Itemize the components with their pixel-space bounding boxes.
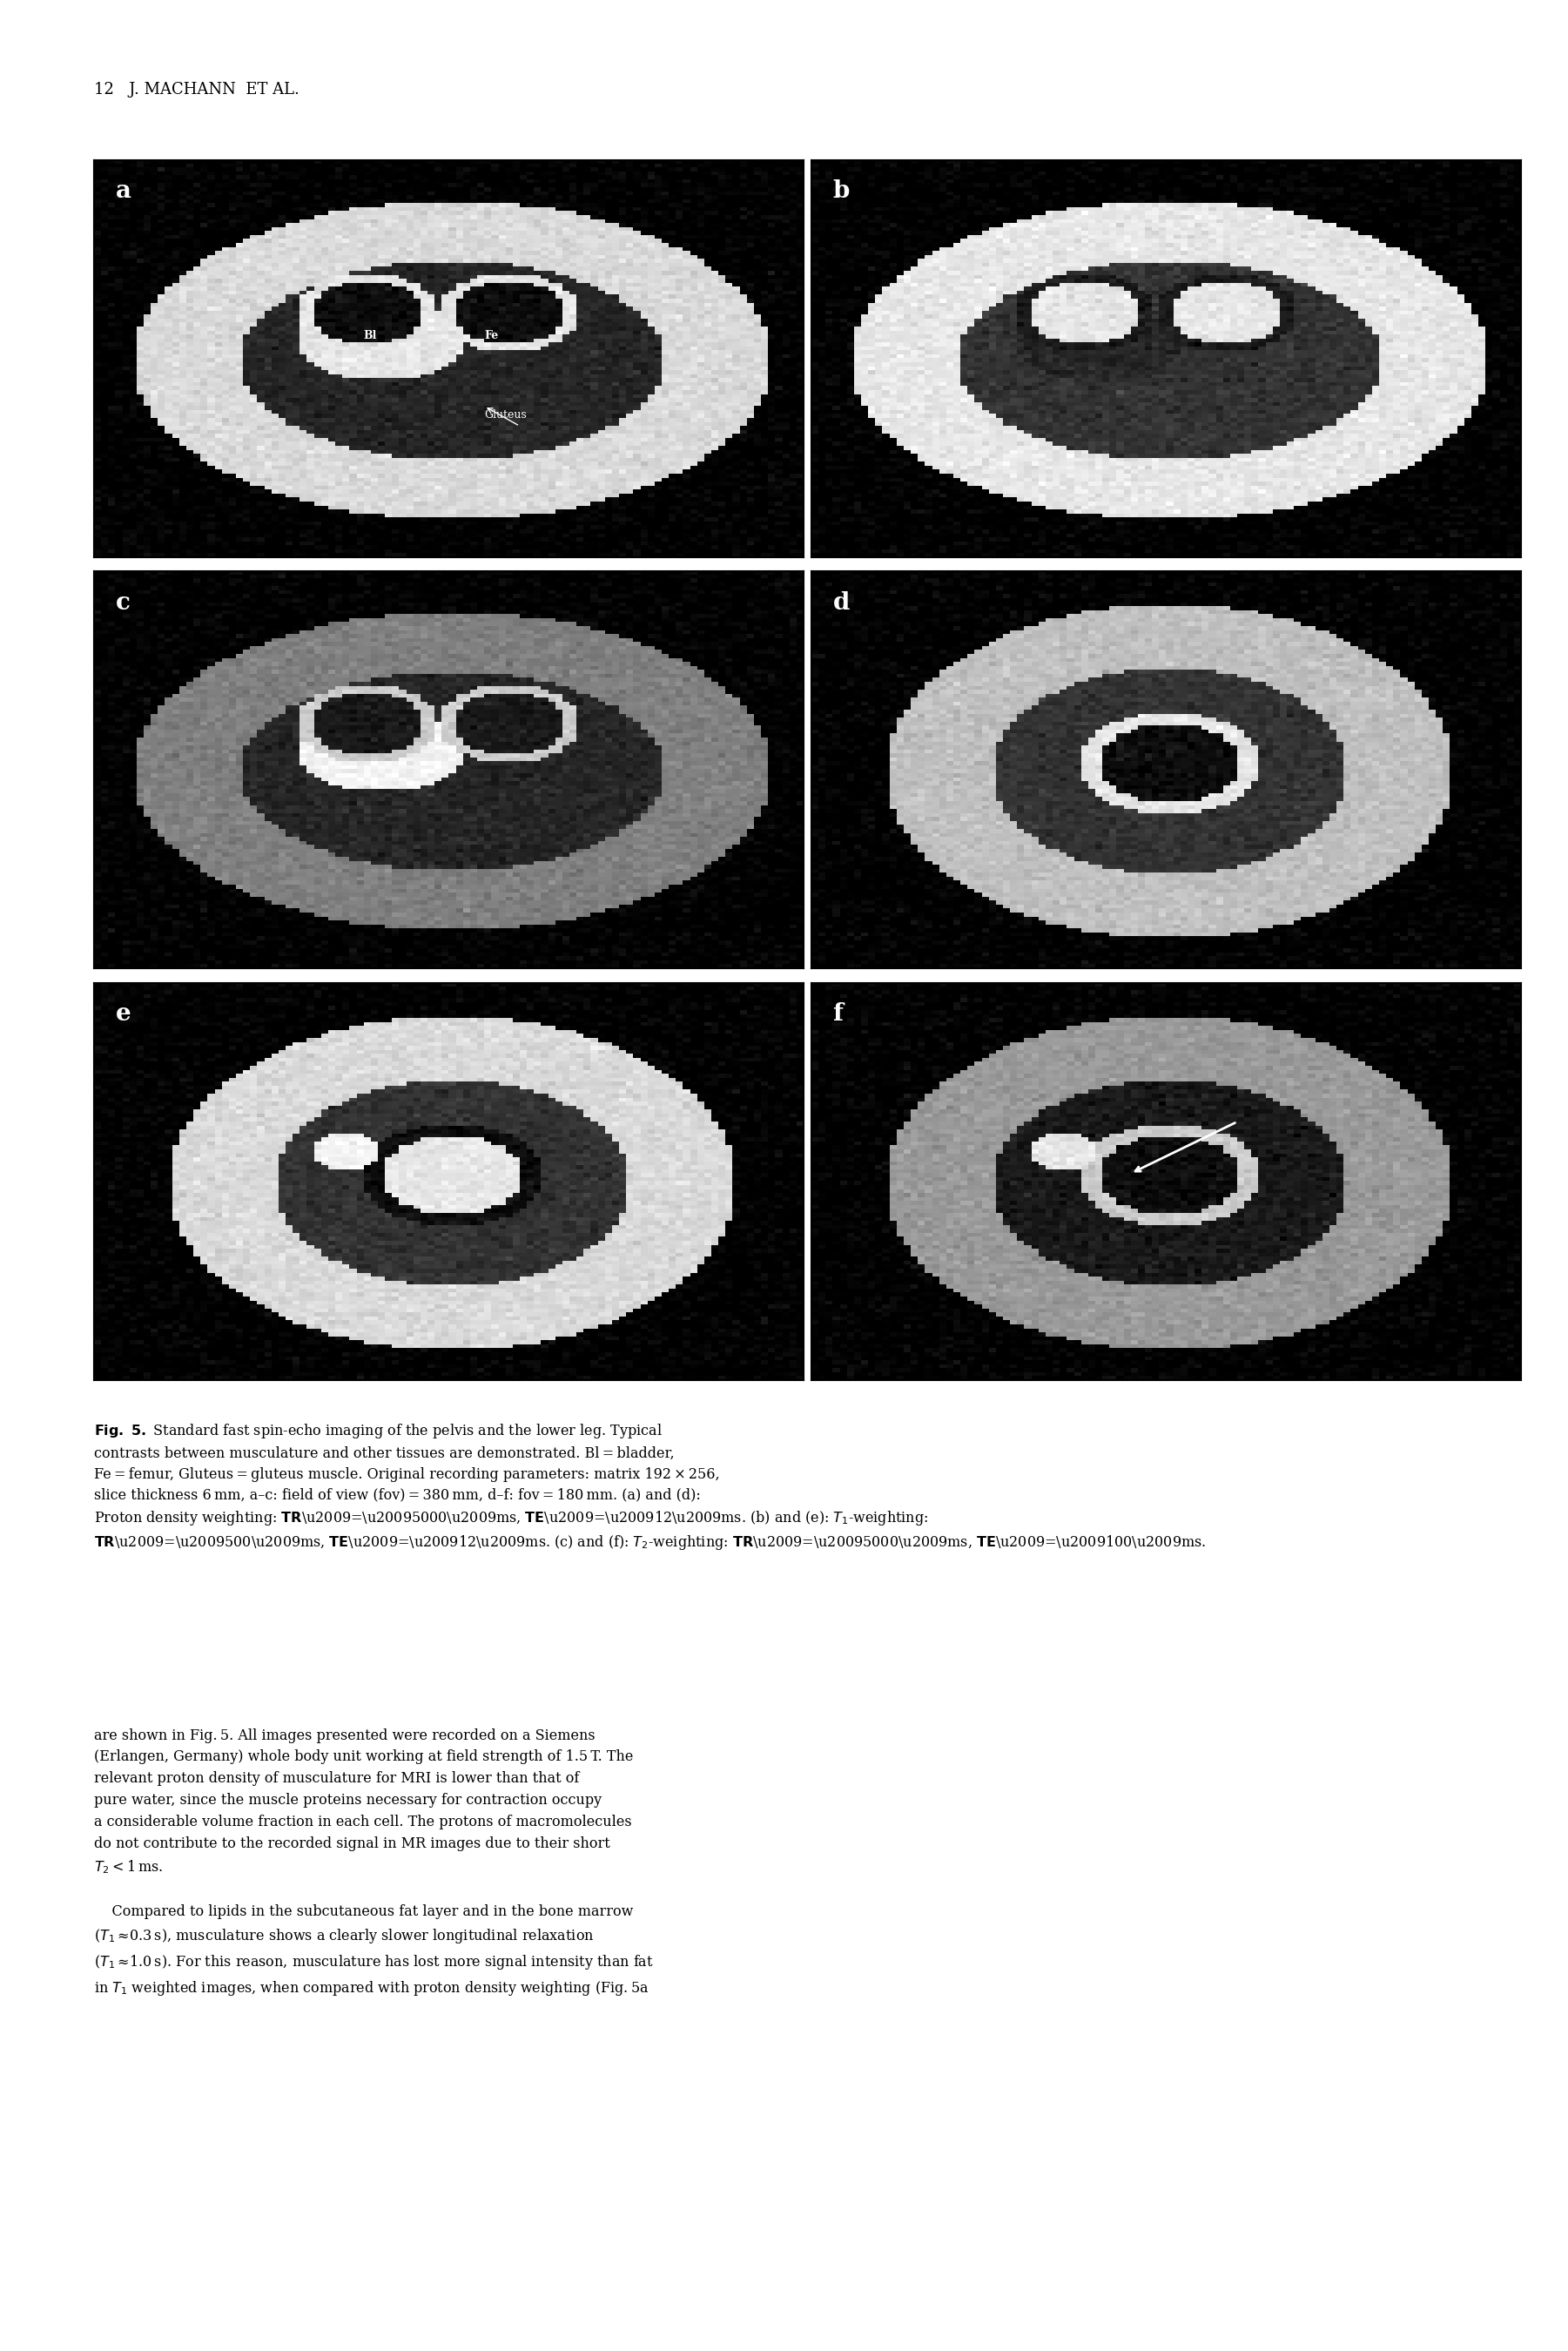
- Text: 12   J. MACHANN  ET AL.: 12 J. MACHANN ET AL.: [94, 82, 299, 99]
- Text: Fe: Fe: [485, 329, 499, 341]
- Text: d: d: [833, 590, 850, 614]
- Text: Bl: Bl: [364, 329, 376, 341]
- Text: b: b: [833, 179, 850, 202]
- Text: $\bf{Fig.\ 5.}$ Standard fast spin-echo imaging of the pelvis and the lower leg.: $\bf{Fig.\ 5.}$ Standard fast spin-echo …: [94, 1422, 1206, 1552]
- Text: Gluteus: Gluteus: [485, 409, 527, 421]
- Text: f: f: [833, 1002, 844, 1025]
- Text: are shown in Fig. 5. All images presented were recorded on a Siemens
(Erlangen, : are shown in Fig. 5. All images presente…: [94, 1728, 654, 1998]
- Text: c: c: [116, 590, 130, 614]
- Text: a: a: [116, 179, 132, 202]
- Text: e: e: [116, 1002, 130, 1025]
